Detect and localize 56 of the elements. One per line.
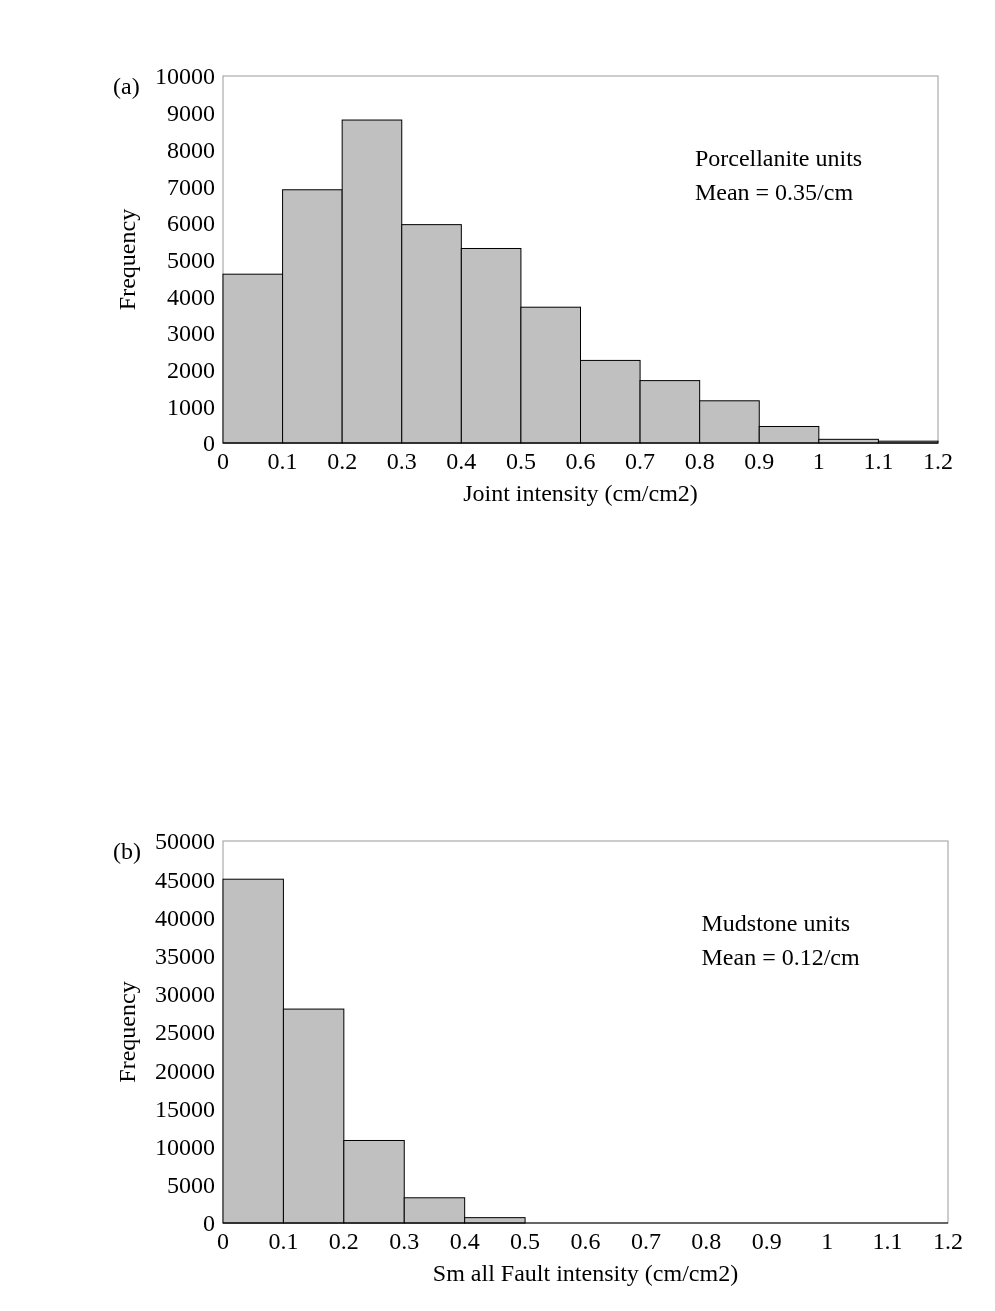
- x-tick-label: 1.1: [863, 448, 894, 474]
- chart-title: (a): [113, 73, 140, 99]
- x-axis-title: Joint intensity (cm/cm2): [463, 480, 698, 506]
- x-tick-label: 0.1: [268, 1228, 299, 1254]
- x-tick-label: 0.1: [267, 448, 298, 474]
- y-tick-label: 9000: [167, 100, 215, 127]
- y-tick-label: 4000: [167, 283, 215, 310]
- y-tick-label: 0: [203, 1210, 215, 1237]
- x-tick-label: 0.8: [684, 448, 715, 474]
- x-tick-label: 0.6: [565, 448, 596, 474]
- y-tick-label: 3000: [167, 320, 215, 347]
- y-tick-label: 45000: [155, 866, 215, 893]
- x-axis-title: Sm all Fault intensity (cm/cm2): [432, 1260, 739, 1286]
- y-tick-label: 35000: [155, 943, 215, 969]
- y-tick-label: 25000: [155, 1019, 215, 1046]
- y-tick-label: 6000: [167, 210, 215, 237]
- y-tick-label: 1000: [167, 393, 215, 420]
- x-tick-label: 0.4: [449, 1228, 480, 1254]
- x-tick-label: 1.2: [923, 448, 953, 474]
- y-tick-label: 5000: [167, 246, 215, 273]
- x-tick-label: 1.1: [872, 1228, 903, 1254]
- x-tick-label: 0.3: [389, 1228, 420, 1254]
- annotation: Mudstone units: [701, 910, 851, 936]
- y-tick-label: 5000: [167, 1172, 215, 1199]
- y-tick-label: 0: [203, 430, 215, 457]
- x-tick-label: 0.8: [691, 1228, 722, 1254]
- x-tick-label: 1: [821, 1228, 834, 1254]
- y-tick-label: 2000: [167, 357, 215, 383]
- x-tick-label: 0.4: [446, 448, 477, 474]
- annotation: Porcellanite units: [694, 145, 863, 171]
- x-tick-label: 0.7: [625, 448, 656, 474]
- y-tick-label: 20000: [155, 1057, 215, 1084]
- chart-title: (b): [113, 838, 141, 864]
- annotation: Mean = 0.35/cm: [694, 179, 854, 205]
- x-tick-label: 0.9: [744, 448, 775, 474]
- y-tick-label: 15000: [155, 1095, 215, 1122]
- annotation: Mean = 0.12/cm: [701, 944, 860, 970]
- y-tick-label: 10000: [155, 63, 215, 90]
- x-tick-label: 1.2: [933, 1228, 963, 1254]
- y-tick-label: 40000: [155, 904, 215, 931]
- y-tick-label: 8000: [167, 136, 215, 163]
- x-tick-label: 1: [812, 448, 825, 474]
- x-tick-label: 0.2: [327, 448, 358, 474]
- x-tick-label: 0.9: [751, 1228, 782, 1254]
- y-axis-title: Frequency: [114, 208, 140, 311]
- x-tick-label: 0.2: [328, 1228, 359, 1254]
- y-tick-label: 30000: [155, 981, 215, 1008]
- x-tick-label: 0.3: [386, 448, 417, 474]
- y-tick-label: 50000: [155, 828, 215, 855]
- y-axis-title: Frequency: [114, 981, 140, 1083]
- x-tick-label: 0.6: [570, 1228, 601, 1254]
- x-tick-label: 0.5: [510, 1228, 541, 1254]
- y-tick-label: 7000: [167, 173, 215, 200]
- y-tick-label: 10000: [155, 1134, 215, 1160]
- x-tick-label: 0.5: [505, 448, 536, 474]
- x-tick-label: 0.7: [630, 1228, 661, 1254]
